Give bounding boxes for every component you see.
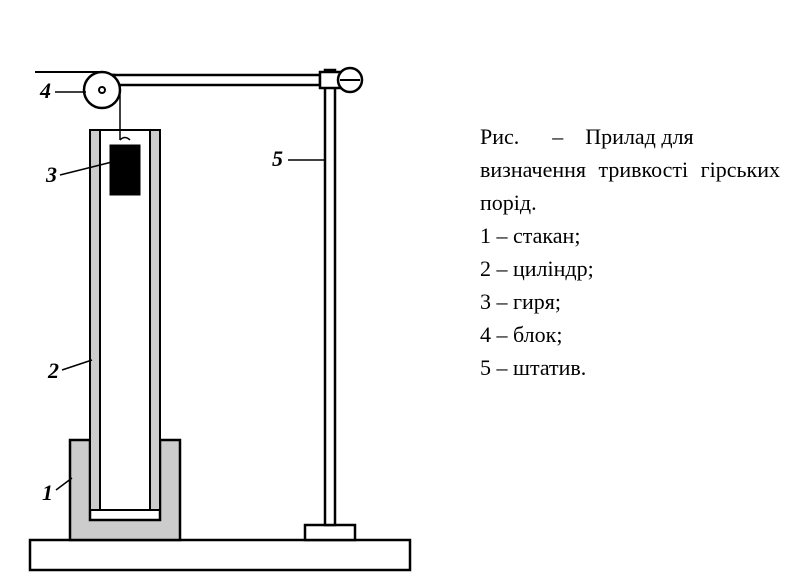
caption-dash: – [552,124,563,149]
figure-caption: Рис. – Прилад для визначення тривкості г… [480,120,780,384]
caption-line-1: Рис. – Прилад для [480,120,780,153]
cup [70,440,180,540]
legend-4: 4 – блок; [480,318,780,351]
label-1: 1 [42,480,53,505]
label-2: 2 [47,358,59,383]
caption-prefix: Рис. [480,124,519,149]
weight-body [110,145,140,195]
cylinder-outer-right [150,130,160,510]
leader-3 [60,162,112,175]
legend-3: 3 – гиря; [480,285,780,318]
caption-text-1: Прилад для [585,124,693,149]
caption-text-2: визначення тривкості гірських порід. [480,157,780,215]
legend-1: 1 – стакан; [480,219,780,252]
label-5: 5 [272,146,283,171]
legend-5: 5 – штатив. [480,351,780,384]
stand-rod [325,70,335,525]
pulley-axle [99,87,105,93]
base-plate [30,540,410,570]
horizontal-arm [105,75,320,85]
apparatus-diagram: 1 2 3 4 5 [0,0,440,587]
label-4: 4 [39,78,51,103]
label-3: 3 [45,162,57,187]
page-root: 1 2 3 4 5 Рис. – Прилад для визначення т… [0,0,800,587]
legend-2: 2 – циліндр; [480,252,780,285]
cylinder-outer [90,130,100,510]
stand-foot [305,525,355,540]
weight-hook [120,138,130,141]
leader-2 [62,360,92,370]
